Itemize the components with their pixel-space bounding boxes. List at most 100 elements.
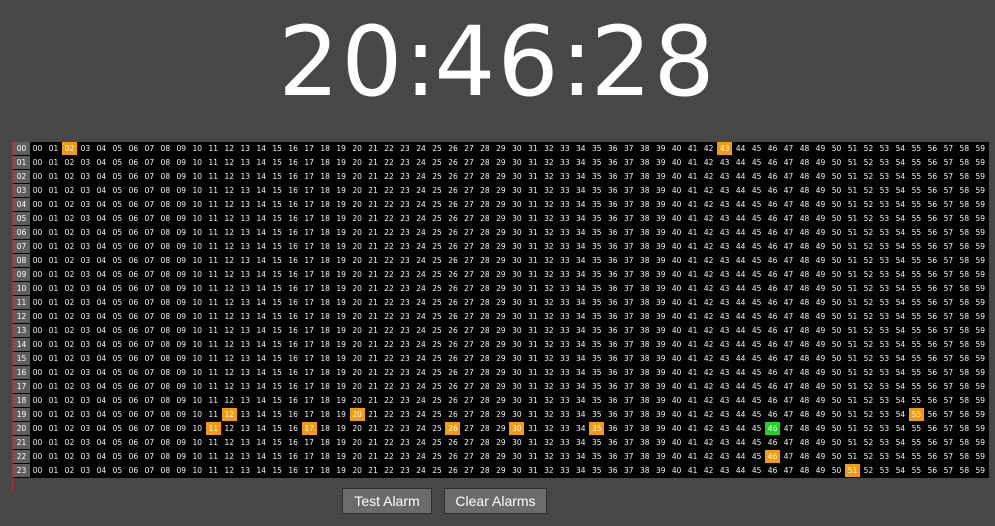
minute-cell[interactable]: 38 xyxy=(639,214,650,223)
minute-cell[interactable]: 38 xyxy=(639,228,650,237)
minute-cell[interactable]: 06 xyxy=(128,410,139,419)
minute-cell[interactable]: 06 xyxy=(128,298,139,307)
minute-cell[interactable]: 56 xyxy=(927,270,938,279)
minute-cell[interactable]: 14 xyxy=(256,326,266,335)
minute-cell[interactable]: 59 xyxy=(975,466,986,475)
minute-cell[interactable]: 06 xyxy=(128,158,139,167)
minute-cell[interactable]: 04 xyxy=(96,368,107,377)
minute-cell[interactable]: 59 xyxy=(975,242,986,251)
minute-cell[interactable]: 38 xyxy=(639,466,650,475)
minute-cell[interactable]: 21 xyxy=(368,326,378,335)
minute-cell[interactable]: 23 xyxy=(400,144,410,153)
minute-cell[interactable]: 03 xyxy=(80,466,91,475)
minute-cell[interactable]: 05 xyxy=(112,186,123,195)
minute-cell[interactable]: 22 xyxy=(384,326,394,335)
minute-cell[interactable]: 14 xyxy=(256,354,266,363)
minute-cell[interactable]: 26 xyxy=(448,340,458,349)
minute-cell[interactable]: 30 xyxy=(512,438,522,447)
minute-cell[interactable]: 44 xyxy=(735,172,746,181)
minute-cell[interactable]: 16 xyxy=(288,340,298,349)
minute-cell[interactable]: 22 xyxy=(384,256,394,265)
minute-cell[interactable]: 16 xyxy=(288,424,298,433)
minute-cell[interactable]: 02 xyxy=(61,142,77,155)
minute-cell[interactable]: 41 xyxy=(687,256,698,265)
minute-cell[interactable]: 48 xyxy=(799,256,810,265)
minute-cell[interactable]: 27 xyxy=(464,256,474,265)
minute-cell[interactable]: 56 xyxy=(927,466,938,475)
minute-cell[interactable]: 37 xyxy=(623,452,634,461)
minute-cell[interactable]: 44 xyxy=(735,368,746,377)
minute-cell[interactable]: 33 xyxy=(560,256,570,265)
minute-cell[interactable]: 30 xyxy=(512,354,522,363)
minute-cell[interactable]: 44 xyxy=(735,438,746,447)
minute-cell[interactable]: 15 xyxy=(272,410,282,419)
minute-cell[interactable]: 19 xyxy=(336,298,346,307)
minute-cell[interactable]: 36 xyxy=(607,228,618,237)
minute-cell[interactable]: 39 xyxy=(655,340,666,349)
minute-cell[interactable]: 30 xyxy=(512,284,522,293)
minute-cell[interactable]: 03 xyxy=(80,242,91,251)
minute-cell[interactable]: 38 xyxy=(639,186,650,195)
minute-cell[interactable]: 12 xyxy=(224,256,235,265)
minute-cell[interactable]: 09 xyxy=(176,452,187,461)
minute-cell[interactable]: 12 xyxy=(224,228,235,237)
minute-cell[interactable]: 15 xyxy=(272,452,282,461)
minute-cell[interactable]: 36 xyxy=(607,172,618,181)
minute-cell[interactable]: 49 xyxy=(815,326,826,335)
minute-cell[interactable]: 42 xyxy=(703,242,714,251)
minute-cell[interactable]: 12 xyxy=(224,368,235,377)
minute-cell[interactable]: 07 xyxy=(144,326,155,335)
minute-cell[interactable]: 31 xyxy=(528,172,538,181)
minute-cell[interactable]: 25 xyxy=(432,396,442,405)
minute-cell[interactable]: 08 xyxy=(160,298,171,307)
minute-cell[interactable]: 03 xyxy=(80,326,91,335)
minute-cell[interactable]: 04 xyxy=(96,256,107,265)
minute-cell[interactable]: 48 xyxy=(799,242,810,251)
minute-cell[interactable]: 42 xyxy=(703,256,714,265)
minute-cell[interactable]: 13 xyxy=(240,144,250,153)
minute-cell[interactable]: 12 xyxy=(224,242,235,251)
minute-cell[interactable]: 43 xyxy=(719,228,730,237)
minute-cell[interactable]: 02 xyxy=(64,382,75,391)
minute-cell[interactable]: 13 xyxy=(240,186,250,195)
minute-cell[interactable]: 33 xyxy=(560,284,570,293)
minute-cell[interactable]: 21 xyxy=(368,424,378,433)
minute-cell[interactable]: 54 xyxy=(895,298,906,307)
minute-cell[interactable]: 55 xyxy=(911,396,922,405)
minute-cell[interactable]: 19 xyxy=(336,284,346,293)
minute-cell[interactable]: 32 xyxy=(544,270,554,279)
minute-cell[interactable]: 22 xyxy=(384,410,394,419)
minute-cell[interactable]: 29 xyxy=(496,312,506,321)
minute-cell[interactable]: 46 xyxy=(765,450,781,463)
minute-cell[interactable]: 45 xyxy=(751,144,762,153)
minute-cell[interactable]: 03 xyxy=(80,382,91,391)
minute-cell[interactable]: 52 xyxy=(863,340,874,349)
minute-cell[interactable]: 38 xyxy=(639,270,650,279)
minute-cell[interactable]: 40 xyxy=(671,396,682,405)
minute-cell[interactable]: 03 xyxy=(80,284,91,293)
minute-cell[interactable]: 39 xyxy=(655,382,666,391)
minute-cell[interactable]: 19 xyxy=(336,228,346,237)
minute-cell[interactable]: 48 xyxy=(799,466,810,475)
minute-cell[interactable]: 05 xyxy=(112,396,123,405)
minute-cell[interactable]: 55 xyxy=(911,312,922,321)
minute-cell[interactable]: 27 xyxy=(464,270,474,279)
minute-cell[interactable]: 26 xyxy=(448,410,458,419)
minute-cell[interactable]: 53 xyxy=(879,214,890,223)
minute-cell[interactable]: 24 xyxy=(416,284,426,293)
minute-cell[interactable]: 00 xyxy=(32,158,43,167)
minute-cell[interactable]: 52 xyxy=(863,270,874,279)
minute-cell[interactable]: 38 xyxy=(639,354,650,363)
minute-cell[interactable]: 44 xyxy=(735,326,746,335)
minute-cell[interactable]: 46 xyxy=(767,172,778,181)
minute-cell[interactable]: 45 xyxy=(751,186,762,195)
minute-cell[interactable]: 01 xyxy=(48,354,59,363)
minute-cell[interactable]: 11 xyxy=(208,172,219,181)
minute-cell[interactable]: 32 xyxy=(544,340,554,349)
minute-cell[interactable]: 28 xyxy=(480,452,490,461)
minute-cell[interactable]: 15 xyxy=(272,382,282,391)
minute-cell[interactable]: 25 xyxy=(432,242,442,251)
minute-cell[interactable]: 28 xyxy=(480,396,490,405)
minute-cell[interactable]: 27 xyxy=(464,186,474,195)
minute-cell[interactable]: 07 xyxy=(144,452,155,461)
